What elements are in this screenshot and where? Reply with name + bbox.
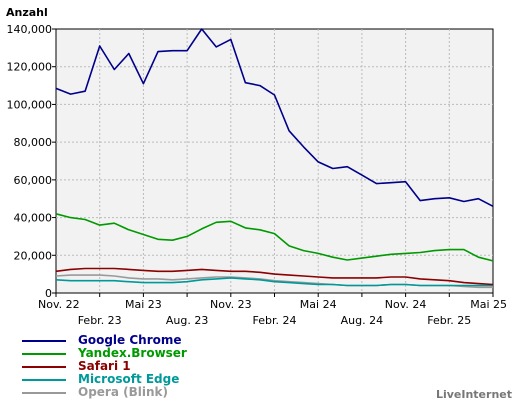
x-tick-label-lower: Aug. 23 xyxy=(166,314,208,327)
series-line-yandex xyxy=(55,213,494,262)
legend-label-safari: Safari 1 xyxy=(78,359,131,373)
x-tick-label-lower: Febr. 24 xyxy=(253,314,297,327)
x-tick-label-upper: Mai 25 xyxy=(470,298,507,311)
x-tick-label-lower: Febr. 23 xyxy=(78,314,122,327)
legend-item-chrome: Google Chrome xyxy=(22,334,187,347)
legend-item-yandex: Yandex.Browser xyxy=(22,347,187,360)
x-tick-label-upper: Mai 24 xyxy=(300,298,337,311)
y-tick-label: 140,000 xyxy=(7,23,53,36)
x-tick-label-upper: Mai 23 xyxy=(125,298,162,311)
legend-label-chrome: Google Chrome xyxy=(78,333,182,347)
x-tick-label-lower: Febr. 25 xyxy=(427,314,471,327)
y-tick-label: 100,000 xyxy=(7,98,53,111)
y-tick-label: 80,000 xyxy=(14,136,53,149)
x-tick-label-upper: Nov. 22 xyxy=(38,298,80,311)
legend-item-safari: Safari 1 xyxy=(22,360,187,373)
legend-swatch-opera xyxy=(22,391,66,394)
series-line-edge xyxy=(55,277,493,287)
y-tick-label: 40,000 xyxy=(14,212,53,225)
y-tick-label: 0 xyxy=(45,287,52,300)
legend-label-edge: Microsoft Edge xyxy=(78,372,180,386)
x-axis: Nov. 22 Mai 23 Nov. 23 Mai 24 Nov. 24 Mai 25 F… xyxy=(38,293,507,327)
legend-label-yandex: Yandex.Browser xyxy=(78,346,187,360)
y-tick-label: 120,000 xyxy=(7,61,53,74)
y-axis: 0 20,000 40,000 60,000 80,000 100,000 120,000 1… xyxy=(7,23,56,300)
legend-item-edge: Microsoft Edge xyxy=(22,373,187,386)
x-tick-label-upper: Nov. 23 xyxy=(210,298,252,311)
legend: Google Chrome Yandex.Browser Safari 1 Mi… xyxy=(22,334,187,399)
series-line-safari xyxy=(55,267,494,286)
legend-swatch-chrome xyxy=(22,339,66,342)
legend-swatch-yandex xyxy=(22,352,66,355)
x-tick-label-lower: Aug. 24 xyxy=(341,314,383,327)
y-tick-label: 20,000 xyxy=(14,249,53,262)
series-group xyxy=(55,28,494,289)
x-tick-label-upper: Nov. 24 xyxy=(385,298,427,311)
y-tick-label: 60,000 xyxy=(14,174,53,187)
credit-text: LiveInternet xyxy=(435,388,512,401)
y-axis-label: Anzahl xyxy=(6,6,48,19)
legend-label-opera: Opera (Blink) xyxy=(78,385,168,399)
series-line-chrome xyxy=(55,28,494,208)
legend-item-opera: Opera (Blink) xyxy=(22,386,187,399)
legend-swatch-edge xyxy=(22,378,66,381)
legend-swatch-safari xyxy=(22,365,66,368)
